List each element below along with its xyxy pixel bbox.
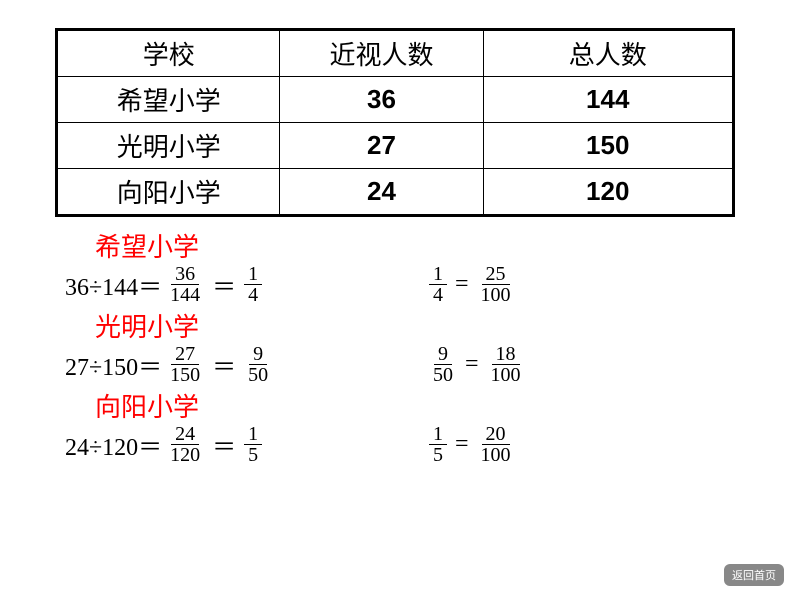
cell-school: 希望小学 <box>57 77 280 123</box>
cell-total: 120 <box>483 169 734 216</box>
frac-den: 100 <box>487 365 525 385</box>
fraction: 1 4 <box>244 264 262 305</box>
data-table-wrap: 学校 近视人数 总人数 希望小学 36 144 光明小学 27 150 向阳小学… <box>55 28 735 217</box>
fraction: 36 144 <box>166 264 204 305</box>
frac-num: 18 <box>492 344 520 365</box>
fraction: 20 100 <box>477 424 515 465</box>
fraction: 9 50 <box>244 344 272 385</box>
frac-den: 100 <box>477 285 515 305</box>
calc-left-2: 27÷150＝ 27 150 ＝ 9 50 <box>65 344 395 385</box>
return-home-button[interactable]: 返回首页 <box>724 564 784 586</box>
calc-lhs: 36÷144＝ <box>65 267 162 302</box>
frac-den: 5 <box>244 445 262 465</box>
fraction: 24 120 <box>166 424 204 465</box>
table-header-row: 学校 近视人数 总人数 <box>57 30 734 77</box>
frac-num: 9 <box>249 344 267 365</box>
frac-num: 36 <box>171 264 199 285</box>
data-table: 学校 近视人数 总人数 希望小学 36 144 光明小学 27 150 向阳小学… <box>55 28 735 217</box>
frac-num: 1 <box>429 424 447 445</box>
frac-den: 5 <box>429 445 447 465</box>
equals: = <box>455 271 469 298</box>
fraction: 1 4 <box>429 264 447 305</box>
frac-num: 20 <box>482 424 510 445</box>
table-row: 向阳小学 24 120 <box>57 169 734 216</box>
calc-title-2: 光明小学 <box>95 307 735 344</box>
header-total: 总人数 <box>483 30 734 77</box>
fraction: 27 150 <box>166 344 204 385</box>
header-school: 学校 <box>57 30 280 77</box>
table-row: 光明小学 27 150 <box>57 123 734 169</box>
calc-row-1: 36÷144＝ 36 144 ＝ 1 4 1 4 = 25 100 <box>55 264 735 305</box>
frac-den: 4 <box>429 285 447 305</box>
cell-myopia: 27 <box>280 123 483 169</box>
frac-den: 4 <box>244 285 262 305</box>
calc-right-3: 1 5 = 20 100 <box>425 424 519 465</box>
frac-den: 144 <box>166 285 204 305</box>
fraction: 1 5 <box>244 424 262 465</box>
equals: = <box>465 351 479 378</box>
calc-lhs: 24÷120＝ <box>65 427 162 462</box>
frac-num: 1 <box>429 264 447 285</box>
cell-myopia: 24 <box>280 169 483 216</box>
calc-title-1: 希望小学 <box>95 227 735 264</box>
frac-num: 27 <box>171 344 199 365</box>
calc-left-3: 24÷120＝ 24 120 ＝ 1 5 <box>65 424 395 465</box>
calc-right-2: 9 50 = 18 100 <box>425 344 529 385</box>
fraction: 18 100 <box>487 344 525 385</box>
fraction: 25 100 <box>477 264 515 305</box>
frac-num: 1 <box>244 264 262 285</box>
frac-num: 24 <box>171 424 199 445</box>
equals: ＝ <box>212 267 236 302</box>
frac-num: 25 <box>482 264 510 285</box>
cell-school: 向阳小学 <box>57 169 280 216</box>
frac-num: 1 <box>244 424 262 445</box>
fraction: 9 50 <box>429 344 457 385</box>
equals: ＝ <box>212 347 236 382</box>
table-row: 希望小学 36 144 <box>57 77 734 123</box>
equals: ＝ <box>212 427 236 462</box>
frac-den: 120 <box>166 445 204 465</box>
calc-left-1: 36÷144＝ 36 144 ＝ 1 4 <box>65 264 395 305</box>
header-myopia: 近视人数 <box>280 30 483 77</box>
frac-den: 50 <box>429 365 457 385</box>
fraction: 1 5 <box>429 424 447 465</box>
cell-myopia: 36 <box>280 77 483 123</box>
cell-total: 144 <box>483 77 734 123</box>
frac-den: 50 <box>244 365 272 385</box>
calc-right-1: 1 4 = 25 100 <box>425 264 519 305</box>
calc-row-2: 27÷150＝ 27 150 ＝ 9 50 9 50 = 18 100 <box>55 344 735 385</box>
calc-title-3: 向阳小学 <box>95 387 735 424</box>
cell-school: 光明小学 <box>57 123 280 169</box>
frac-num: 9 <box>434 344 452 365</box>
calculations-area: 希望小学 36÷144＝ 36 144 ＝ 1 4 1 4 = 25 100 <box>55 225 735 465</box>
equals: = <box>455 431 469 458</box>
frac-den: 150 <box>166 365 204 385</box>
cell-total: 150 <box>483 123 734 169</box>
calc-row-3: 24÷120＝ 24 120 ＝ 1 5 1 5 = 20 100 <box>55 424 735 465</box>
frac-den: 100 <box>477 445 515 465</box>
calc-lhs: 27÷150＝ <box>65 347 162 382</box>
